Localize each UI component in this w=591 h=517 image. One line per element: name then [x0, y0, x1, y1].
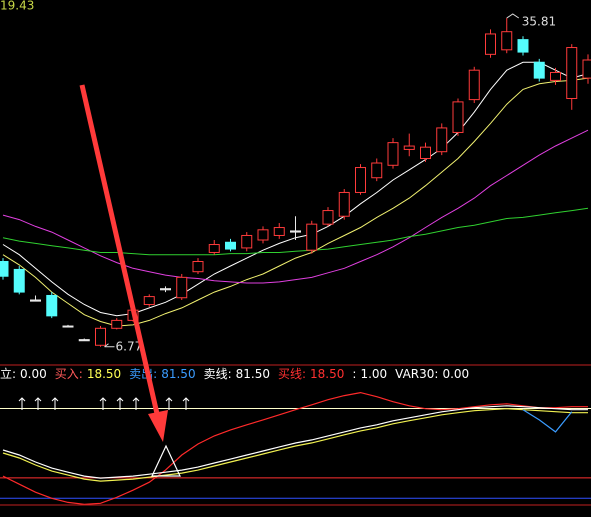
candle-body [160, 288, 171, 291]
signal-arrows [18, 397, 190, 410]
candle-body [176, 276, 188, 299]
candle-body [550, 71, 561, 81]
line [2, 391, 588, 505]
price-panel: 19.43 35.81 6.77 [0, 0, 591, 353]
candle-body [533, 61, 545, 79]
header-label: 卖线: [204, 367, 232, 381]
indicator-panel: 立: 0.00 买入: 18.50 卖出: 81.50 卖线: 81.50 买线: 18.50:1… [0, 366, 591, 505]
header-label: VAR30: [395, 367, 438, 381]
header-value: 18.50 [310, 367, 344, 381]
candle-body [371, 162, 383, 179]
candle-body [338, 191, 350, 217]
candle-body [290, 230, 301, 233]
signal-triangle [151, 444, 181, 477]
candle-body [13, 268, 25, 293]
header-label: 立: [0, 366, 16, 381]
low-label: 6.77 [116, 339, 143, 353]
header-value: 0.00 [20, 367, 47, 381]
candle-body [62, 325, 74, 328]
low-marker [104, 343, 115, 348]
candle-body [403, 145, 415, 150]
header-value: 0.00 [442, 367, 469, 381]
candle-body [517, 39, 529, 53]
candle-body [452, 101, 464, 133]
candle-body [485, 33, 496, 55]
line [2, 207, 589, 256]
line [522, 409, 573, 433]
candle-body [420, 146, 431, 159]
pointer-arrow-shaft [79, 84, 161, 419]
candle-body [355, 167, 366, 193]
header-value: 18.50 [87, 367, 121, 381]
header-value: 1.00 [360, 367, 387, 381]
candle-body [225, 241, 236, 250]
candle-body [95, 327, 106, 346]
candle-body [30, 299, 41, 302]
candle-body [436, 127, 448, 153]
header-label: 买入: [55, 367, 83, 381]
candle-body [387, 142, 399, 166]
candle-body [241, 234, 253, 249]
candle-body [208, 244, 220, 253]
pointer-arrow-head [148, 410, 168, 442]
candle-body [306, 223, 318, 251]
header-label: 卖出: [129, 367, 157, 381]
header-value: 81.50 [236, 367, 270, 381]
line [2, 405, 588, 479]
header-label: : [352, 367, 356, 381]
header-label: 买线: [278, 367, 306, 381]
indicator-header: 立: 0.00 买入: 18.50 卖出: 81.50 卖线: 81.50 买线: 18.50:1… [0, 366, 469, 381]
candle-body [501, 31, 513, 51]
candle-body [78, 339, 90, 342]
header-value: 81.50 [161, 367, 195, 381]
high-label: 35.81 [522, 15, 556, 29]
line [2, 408, 588, 482]
line [2, 77, 589, 327]
candle-body [273, 227, 285, 236]
candle-body [192, 261, 204, 273]
candle-body [111, 319, 123, 329]
candle-body [582, 59, 591, 79]
candle-body [322, 210, 334, 225]
line [2, 129, 589, 284]
candle-body [566, 47, 578, 99]
candle-body [143, 296, 155, 306]
candle-body [257, 229, 269, 241]
price-label: 19.43 [0, 0, 34, 13]
candle-body [468, 69, 480, 101]
candle-body [46, 294, 58, 317]
candle-body [0, 261, 9, 277]
high-marker [506, 13, 520, 19]
